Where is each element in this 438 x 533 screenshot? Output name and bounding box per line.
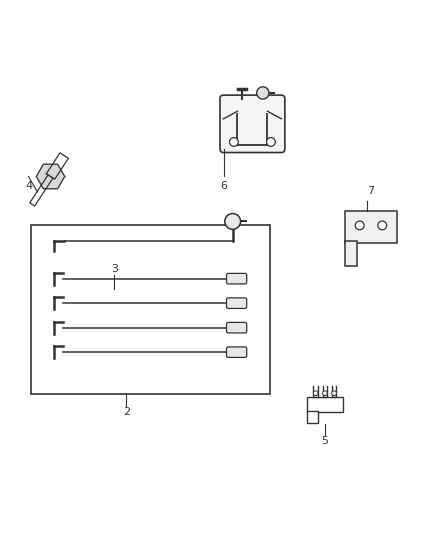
Circle shape bbox=[266, 138, 275, 147]
Polygon shape bbox=[46, 153, 68, 179]
FancyBboxPatch shape bbox=[226, 298, 246, 309]
Circle shape bbox=[229, 138, 238, 147]
Bar bbox=[31, 225, 269, 394]
Bar bbox=[306, 411, 317, 423]
Circle shape bbox=[256, 87, 268, 99]
Bar bbox=[306, 397, 343, 413]
Text: 4: 4 bbox=[25, 181, 32, 191]
FancyBboxPatch shape bbox=[226, 273, 246, 284]
Text: 5: 5 bbox=[321, 436, 328, 446]
FancyBboxPatch shape bbox=[226, 347, 246, 358]
Circle shape bbox=[313, 391, 317, 395]
Bar bbox=[344, 211, 396, 243]
Text: 6: 6 bbox=[220, 181, 227, 191]
Text: 3: 3 bbox=[111, 264, 118, 274]
Circle shape bbox=[331, 391, 336, 395]
Text: 2: 2 bbox=[123, 407, 130, 417]
Circle shape bbox=[224, 214, 240, 229]
Circle shape bbox=[354, 221, 363, 230]
Circle shape bbox=[377, 221, 386, 230]
FancyBboxPatch shape bbox=[226, 322, 246, 333]
Polygon shape bbox=[30, 175, 53, 206]
Bar bbox=[344, 241, 356, 266]
Text: 7: 7 bbox=[367, 186, 374, 196]
FancyBboxPatch shape bbox=[219, 95, 284, 152]
Circle shape bbox=[322, 391, 326, 395]
Polygon shape bbox=[36, 164, 64, 189]
